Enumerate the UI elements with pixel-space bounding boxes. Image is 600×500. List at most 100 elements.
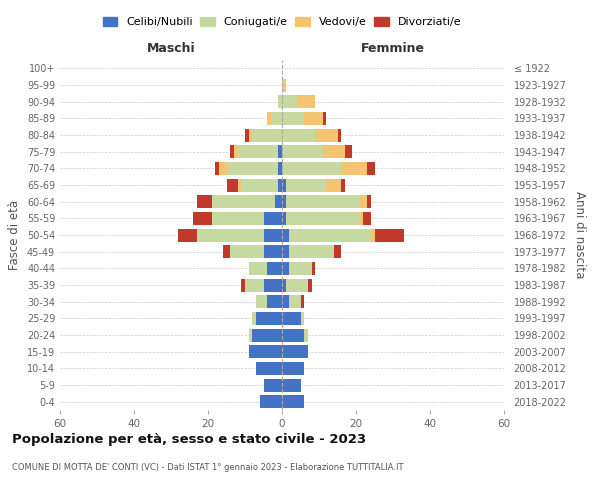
- Bar: [341, 162, 367, 175]
- Bar: [267, 112, 271, 125]
- Bar: [212, 212, 263, 225]
- Bar: [282, 112, 304, 125]
- Bar: [360, 212, 364, 225]
- Bar: [289, 262, 311, 275]
- Bar: [278, 145, 282, 158]
- Text: Femmine: Femmine: [361, 42, 425, 55]
- Bar: [263, 278, 282, 291]
- Bar: [282, 212, 286, 225]
- Bar: [278, 95, 282, 108]
- Bar: [297, 95, 316, 108]
- Bar: [249, 128, 253, 141]
- Bar: [360, 195, 367, 208]
- Bar: [367, 195, 371, 208]
- Bar: [286, 195, 360, 208]
- Bar: [256, 362, 282, 375]
- Bar: [301, 295, 304, 308]
- Bar: [249, 328, 253, 342]
- Text: Popolazione per età, sesso e stato civile - 2023: Popolazione per età, sesso e stato civil…: [12, 432, 366, 446]
- Bar: [282, 278, 286, 291]
- Bar: [197, 195, 212, 208]
- Bar: [289, 228, 371, 241]
- Bar: [263, 228, 282, 241]
- Bar: [253, 128, 282, 141]
- Bar: [212, 195, 275, 208]
- Bar: [311, 262, 316, 275]
- Bar: [260, 395, 282, 408]
- Bar: [286, 178, 326, 192]
- Bar: [282, 228, 289, 241]
- Bar: [219, 162, 227, 175]
- Bar: [282, 162, 341, 175]
- Bar: [301, 312, 304, 325]
- Bar: [282, 78, 286, 92]
- Bar: [234, 145, 238, 158]
- Bar: [282, 245, 289, 258]
- Y-axis label: Fasce di età: Fasce di età: [8, 200, 21, 270]
- Bar: [289, 295, 301, 308]
- Bar: [253, 312, 256, 325]
- Bar: [323, 145, 345, 158]
- Bar: [334, 245, 341, 258]
- Bar: [241, 278, 245, 291]
- Bar: [282, 362, 304, 375]
- Bar: [230, 145, 234, 158]
- Bar: [238, 178, 241, 192]
- Bar: [282, 312, 301, 325]
- Bar: [278, 162, 282, 175]
- Bar: [263, 245, 282, 258]
- Bar: [326, 178, 341, 192]
- Bar: [316, 128, 337, 141]
- Bar: [341, 178, 345, 192]
- Bar: [367, 162, 374, 175]
- Bar: [249, 345, 282, 358]
- Bar: [256, 295, 267, 308]
- Bar: [193, 212, 212, 225]
- Bar: [238, 145, 278, 158]
- Bar: [282, 178, 286, 192]
- Bar: [278, 178, 282, 192]
- Bar: [241, 178, 278, 192]
- Bar: [286, 212, 360, 225]
- Bar: [256, 312, 282, 325]
- Text: COMUNE DI MOTTA DE' CONTI (VC) - Dati ISTAT 1° gennaio 2023 - Elaborazione TUTTI: COMUNE DI MOTTA DE' CONTI (VC) - Dati IS…: [12, 462, 404, 471]
- Bar: [223, 245, 230, 258]
- Bar: [245, 128, 249, 141]
- Bar: [304, 112, 323, 125]
- Bar: [282, 128, 316, 141]
- Bar: [286, 278, 308, 291]
- Bar: [282, 262, 289, 275]
- Bar: [245, 278, 263, 291]
- Bar: [323, 112, 326, 125]
- Y-axis label: Anni di nascita: Anni di nascita: [573, 192, 586, 278]
- Bar: [282, 378, 301, 392]
- Bar: [345, 145, 352, 158]
- Bar: [227, 162, 278, 175]
- Bar: [308, 278, 311, 291]
- Bar: [364, 212, 371, 225]
- Bar: [337, 128, 341, 141]
- Bar: [282, 345, 308, 358]
- Bar: [271, 112, 282, 125]
- Bar: [267, 295, 282, 308]
- Bar: [178, 228, 197, 241]
- Bar: [253, 328, 282, 342]
- Bar: [282, 328, 304, 342]
- Bar: [282, 395, 304, 408]
- Bar: [263, 378, 282, 392]
- Bar: [275, 195, 282, 208]
- Bar: [249, 262, 267, 275]
- Bar: [374, 228, 404, 241]
- Bar: [304, 328, 308, 342]
- Bar: [282, 295, 289, 308]
- Bar: [282, 95, 297, 108]
- Bar: [371, 228, 374, 241]
- Bar: [267, 262, 282, 275]
- Text: Maschi: Maschi: [146, 42, 196, 55]
- Bar: [227, 178, 238, 192]
- Legend: Celibi/Nubili, Coniugati/e, Vedovi/e, Divorziati/e: Celibi/Nubili, Coniugati/e, Vedovi/e, Di…: [103, 16, 461, 27]
- Bar: [197, 228, 263, 241]
- Bar: [263, 212, 282, 225]
- Bar: [282, 195, 286, 208]
- Bar: [282, 145, 323, 158]
